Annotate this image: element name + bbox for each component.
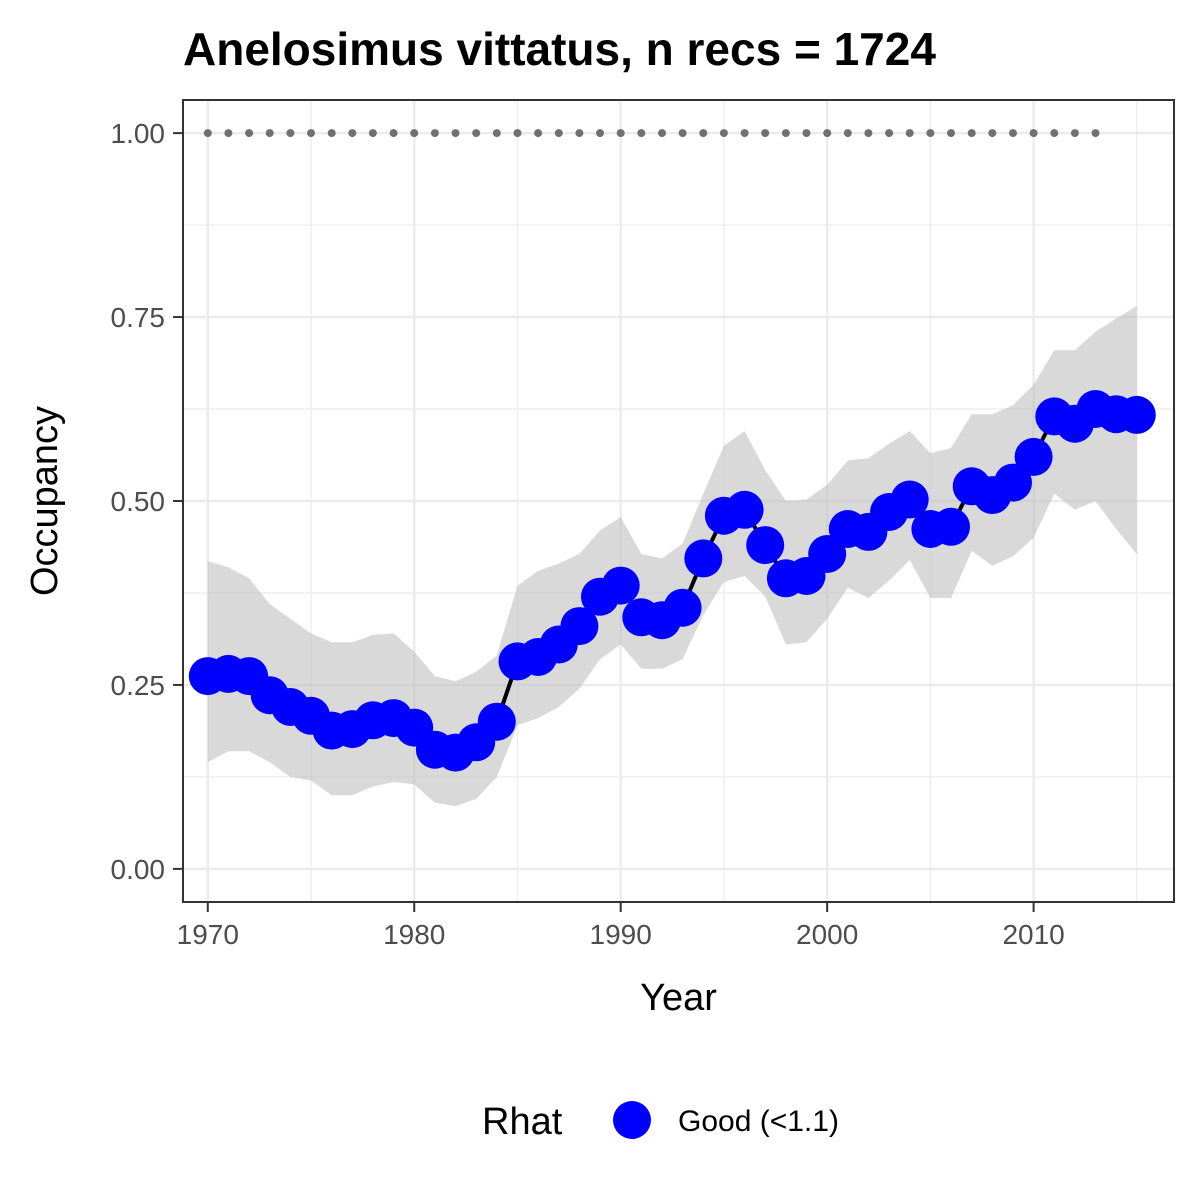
data-point — [808, 535, 847, 573]
reference-point — [327, 129, 336, 138]
reference-point — [596, 129, 604, 138]
reference-point — [947, 129, 955, 138]
data-point — [684, 539, 723, 578]
data-point — [663, 588, 702, 627]
y-tick-label: 0.25 — [111, 670, 166, 701]
data-point — [560, 607, 599, 646]
y-tick-label: 0.50 — [111, 486, 166, 517]
reference-point — [307, 129, 315, 138]
reference-point — [1009, 129, 1017, 138]
data-point — [601, 566, 640, 605]
reference-point — [678, 129, 687, 138]
reference-point — [926, 129, 935, 138]
reference-point — [430, 129, 439, 138]
reference-point — [864, 129, 873, 138]
reference-point — [286, 129, 295, 138]
reference-point — [1050, 129, 1059, 138]
reference-point — [492, 129, 501, 138]
reference-point — [843, 129, 852, 138]
y-tick-label: 0.75 — [111, 302, 166, 333]
x-tick-label: 1980 — [383, 919, 445, 950]
x-tick-label: 2000 — [796, 919, 858, 950]
reference-point — [245, 129, 254, 138]
reference-point — [203, 129, 212, 138]
credible-interval-ribbon — [207, 306, 1137, 807]
reference-point — [1070, 129, 1079, 138]
reference-point — [616, 129, 625, 138]
reference-point — [637, 129, 646, 138]
reference-point — [802, 129, 811, 138]
reference-point — [658, 129, 666, 138]
x-tick-label: 2010 — [1002, 919, 1064, 950]
data-point — [932, 507, 970, 546]
reference-point — [781, 129, 790, 138]
reference-point — [823, 129, 832, 138]
data-point — [994, 463, 1032, 502]
chart-title: Anelosimus vittatus, n recs = 1724 — [183, 23, 936, 75]
y-tick-label: 0.00 — [111, 854, 166, 885]
x-tick-label: 1990 — [590, 919, 652, 950]
y-axis-title: Occupancy — [24, 406, 66, 596]
reference-point — [1091, 129, 1100, 138]
reference-point — [224, 129, 233, 138]
reference-point — [988, 129, 997, 138]
reference-point — [472, 129, 481, 138]
legend-title: Rhat — [482, 1101, 563, 1143]
axes: 1970 1980 1990 2000 2010 0.00 0.25 0.50 0.75 1.00 — [111, 118, 1065, 950]
reference-point — [348, 129, 357, 138]
reference-point — [265, 129, 274, 138]
reference-point — [699, 129, 708, 138]
legend: Rhat Good (<1.1) — [482, 1101, 839, 1143]
data-point — [477, 702, 516, 741]
reference-point — [740, 129, 749, 138]
reference-point — [905, 129, 914, 138]
x-tick-label: 1970 — [177, 919, 239, 950]
ribbon-layer — [207, 306, 1137, 807]
reference-point — [1029, 129, 1038, 138]
reference-point — [368, 129, 377, 138]
data-point — [725, 490, 764, 529]
data-point — [890, 480, 929, 519]
data-points — [188, 390, 1156, 772]
reference-point — [410, 129, 419, 138]
legend-key-good — [613, 1101, 651, 1139]
reference-point — [534, 129, 543, 138]
reference-point — [451, 129, 460, 138]
reference-points — [203, 129, 1100, 138]
reference-point — [761, 129, 770, 138]
x-axis-title: Year — [640, 977, 717, 1019]
legend-label-good: Good (<1.1) — [678, 1105, 839, 1138]
data-point — [1117, 395, 1156, 434]
reference-point — [575, 129, 584, 138]
data-point — [1014, 437, 1053, 476]
reference-point — [513, 129, 522, 138]
reference-point — [554, 129, 563, 138]
data-point — [746, 526, 785, 565]
reference-point — [389, 129, 398, 138]
reference-point — [967, 129, 976, 138]
reference-point — [719, 129, 728, 138]
reference-point — [885, 129, 894, 138]
y-tick-label: 1.00 — [111, 118, 166, 149]
